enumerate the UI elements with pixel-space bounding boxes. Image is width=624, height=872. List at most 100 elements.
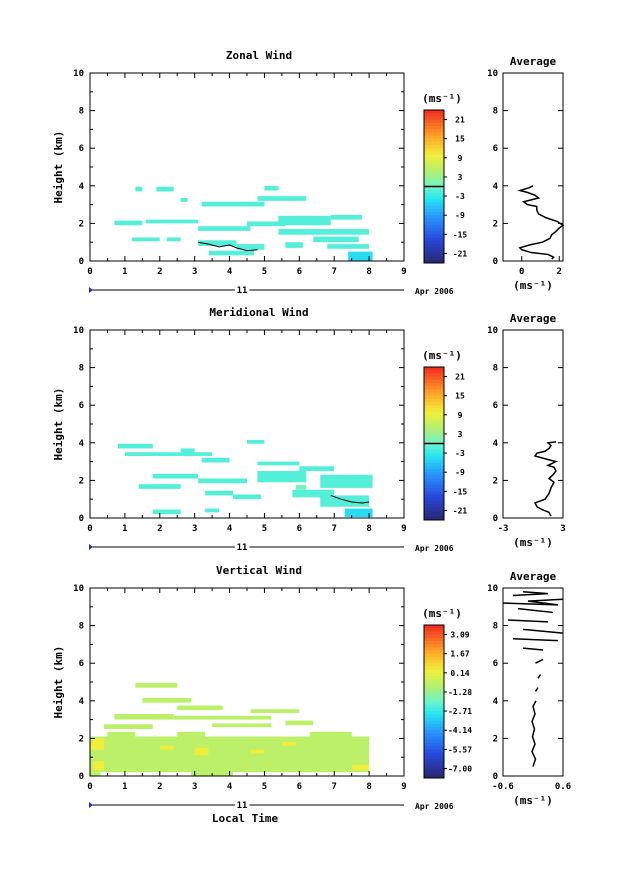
x-tick-label: 4 xyxy=(227,267,233,277)
colorbar-unit: (ms⁻¹) xyxy=(422,92,462,105)
average-x-axis-label: (ms⁻¹) xyxy=(513,794,553,807)
data-cell xyxy=(320,474,373,488)
data-cell xyxy=(295,485,307,490)
colorbar-swatch xyxy=(424,507,444,511)
colorbar-swatch xyxy=(424,711,444,715)
data-cell xyxy=(198,226,251,231)
average-profile-line xyxy=(537,674,542,679)
contour-line xyxy=(198,241,258,252)
colorbar-swatch xyxy=(424,148,444,152)
colorbar-swatch xyxy=(424,167,444,172)
colorbar-swatch xyxy=(424,389,444,393)
x-tick-label: 0 xyxy=(87,267,92,277)
average-y-tick-label: 6 xyxy=(493,659,498,669)
colorbar-swatch xyxy=(424,443,444,448)
colorbar-swatch xyxy=(424,259,444,264)
y-tick-label: 6 xyxy=(79,144,84,154)
colorbar-label: -21 xyxy=(453,506,468,515)
data-cell xyxy=(90,736,370,773)
average-x-axis-label: (ms⁻¹) xyxy=(513,279,553,292)
data-cell xyxy=(292,489,335,498)
colorbar-label: -15 xyxy=(453,487,468,496)
average-profile-line xyxy=(522,628,564,634)
data-cell xyxy=(247,221,286,227)
colorbar-swatch xyxy=(424,218,444,223)
y-tick-label: 2 xyxy=(79,476,84,486)
colorbar-swatch xyxy=(424,424,444,429)
data-cell xyxy=(257,471,307,483)
data-cell xyxy=(208,250,254,256)
colorbar-swatch xyxy=(424,679,444,683)
colorbar-label: 9 xyxy=(458,154,463,163)
x-tick-label: 4 xyxy=(227,524,233,534)
data-cell xyxy=(198,240,237,246)
colorbar-swatch xyxy=(424,402,444,406)
colorbar-swatch xyxy=(424,504,444,508)
data-cell xyxy=(201,457,230,463)
colorbar-swatch xyxy=(424,437,444,441)
colorbar-label: 9 xyxy=(458,411,463,420)
average-frame xyxy=(502,587,564,777)
colorbar-swatch xyxy=(424,634,444,639)
data-cell xyxy=(212,723,272,728)
average-x-axis-label: (ms⁻¹) xyxy=(513,536,553,549)
average-y-tick-label: 8 xyxy=(493,364,498,374)
average-profile-line xyxy=(512,638,559,642)
colorbar-swatch xyxy=(424,765,444,769)
colorbar-swatch xyxy=(424,113,444,117)
y-axis-label: Height (km) xyxy=(52,388,65,461)
x-axis-label: Local Time xyxy=(212,812,279,825)
colorbar-swatch xyxy=(424,469,444,473)
data-cell xyxy=(156,186,174,192)
data-cell xyxy=(278,215,331,226)
colorbar-swatch xyxy=(424,440,444,444)
colorbar-swatch xyxy=(424,414,444,419)
colorbar-swatch xyxy=(424,227,444,232)
average-y-tick-label: 8 xyxy=(493,107,498,117)
colorbar-swatch xyxy=(424,714,444,718)
colorbar-swatch xyxy=(424,771,444,776)
average-y-tick-label: 4 xyxy=(493,182,499,192)
data-cell xyxy=(177,731,206,737)
y-tick-label: 0 xyxy=(79,257,84,267)
x-tick-label: 7 xyxy=(332,267,337,277)
data-cell xyxy=(201,201,265,207)
colorbar-frame xyxy=(423,624,445,779)
data-cell xyxy=(194,747,209,756)
average-profile-line xyxy=(512,591,549,597)
y-axis-label: Height (km) xyxy=(52,646,65,719)
colorbar-swatch xyxy=(424,488,444,492)
colorbar-label: -1.28 xyxy=(448,688,472,697)
colorbar-swatch xyxy=(424,161,444,165)
average-profile-line xyxy=(507,619,549,623)
average-y-tick-label: 0 xyxy=(493,772,498,782)
colorbar-swatch xyxy=(424,132,444,136)
colorbar-label: -2.71 xyxy=(448,707,472,716)
colorbar-swatch xyxy=(424,173,444,178)
average-y-tick-label: 2 xyxy=(493,219,498,229)
colorbar-label: -21 xyxy=(453,249,468,258)
y-axis-label: Height (km) xyxy=(52,131,65,204)
x-tick-label: 1 xyxy=(122,267,127,277)
colorbar-swatch xyxy=(424,494,444,499)
colorbar-swatch xyxy=(424,231,444,235)
colorbar-swatch xyxy=(424,449,444,454)
data-cell xyxy=(142,697,192,703)
data-cell xyxy=(320,495,370,507)
colorbar-label: 15 xyxy=(455,135,465,144)
colorbar-label: -15 xyxy=(453,230,468,239)
colorbar-label: 21 xyxy=(455,116,465,125)
colorbar-swatch xyxy=(424,481,444,486)
average-x-tick-label: 2 xyxy=(557,267,562,277)
vertical-wind-panel: Vertical Wind 0 1 2 3 4 5 6 7 8 9 0 2 4 6 8 10 Height (k… xyxy=(52,564,571,825)
colorbar-swatch xyxy=(424,491,444,495)
colorbar-swatch xyxy=(424,453,444,457)
x-tick-label: 2 xyxy=(157,782,162,792)
colorbar-swatch xyxy=(424,122,444,127)
data-cell xyxy=(138,484,181,489)
x-tick-label: 8 xyxy=(366,782,371,792)
y-tick-label: 2 xyxy=(79,734,84,744)
data-cell xyxy=(299,466,335,471)
colorbar-swatch xyxy=(424,119,444,124)
colorbar-swatch xyxy=(424,663,444,667)
